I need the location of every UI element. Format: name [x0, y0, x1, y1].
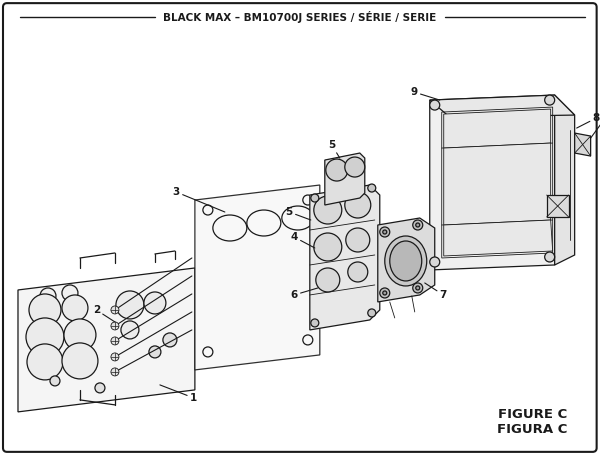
Text: BLACK MAX – BM10700J SERIES / SÉRIE / SERIE: BLACK MAX – BM10700J SERIES / SÉRIE / SE… [163, 11, 436, 23]
Circle shape [316, 268, 340, 292]
Circle shape [116, 291, 144, 319]
Circle shape [368, 309, 376, 317]
Text: 4: 4 [290, 232, 315, 248]
Circle shape [413, 283, 423, 293]
Circle shape [545, 95, 554, 105]
Text: 3: 3 [173, 187, 225, 212]
Circle shape [149, 346, 161, 358]
Circle shape [345, 192, 371, 218]
Ellipse shape [385, 236, 427, 286]
Text: 6: 6 [290, 288, 318, 300]
Circle shape [27, 344, 63, 380]
Circle shape [368, 184, 376, 192]
Circle shape [111, 306, 119, 314]
Circle shape [95, 383, 105, 393]
Bar [547, 195, 569, 217]
Ellipse shape [390, 241, 422, 281]
Circle shape [62, 343, 98, 379]
Text: 8: 8 [577, 113, 600, 128]
Circle shape [111, 337, 119, 345]
Circle shape [348, 262, 368, 282]
Text: 7: 7 [425, 283, 447, 300]
Circle shape [144, 292, 166, 314]
Circle shape [62, 295, 88, 321]
Polygon shape [444, 220, 553, 256]
Text: FIGURE C: FIGURE C [499, 408, 568, 421]
Circle shape [326, 159, 348, 181]
Text: 5: 5 [328, 140, 340, 158]
Polygon shape [378, 218, 435, 302]
Text: 9: 9 [410, 87, 440, 100]
Circle shape [346, 228, 370, 252]
Circle shape [121, 321, 139, 339]
Polygon shape [18, 268, 195, 412]
Circle shape [163, 333, 177, 347]
Polygon shape [444, 143, 551, 225]
Circle shape [383, 230, 387, 234]
Circle shape [345, 157, 365, 177]
Polygon shape [430, 95, 575, 117]
Circle shape [416, 223, 420, 227]
Polygon shape [575, 133, 590, 156]
Circle shape [380, 288, 390, 298]
Circle shape [50, 376, 60, 386]
Circle shape [430, 100, 440, 110]
Text: FIGURA C: FIGURA C [497, 423, 568, 436]
Circle shape [383, 291, 387, 295]
Circle shape [545, 252, 554, 262]
Circle shape [26, 318, 64, 356]
Polygon shape [195, 185, 320, 370]
Polygon shape [310, 185, 380, 330]
Text: 1: 1 [160, 385, 197, 403]
Circle shape [311, 319, 319, 327]
Circle shape [62, 285, 78, 301]
Polygon shape [430, 95, 554, 270]
Circle shape [430, 257, 440, 267]
Circle shape [111, 353, 119, 361]
Circle shape [311, 194, 319, 202]
Polygon shape [554, 95, 575, 265]
Circle shape [111, 368, 119, 376]
Circle shape [29, 294, 61, 326]
Circle shape [111, 322, 119, 330]
Text: 5: 5 [286, 207, 311, 220]
Circle shape [64, 319, 96, 351]
Circle shape [314, 233, 342, 261]
Circle shape [413, 220, 423, 230]
Polygon shape [444, 109, 551, 148]
Circle shape [380, 227, 390, 237]
Polygon shape [325, 153, 365, 205]
Circle shape [40, 288, 56, 304]
Text: 2: 2 [92, 305, 115, 322]
Circle shape [416, 286, 420, 290]
Circle shape [314, 196, 342, 224]
